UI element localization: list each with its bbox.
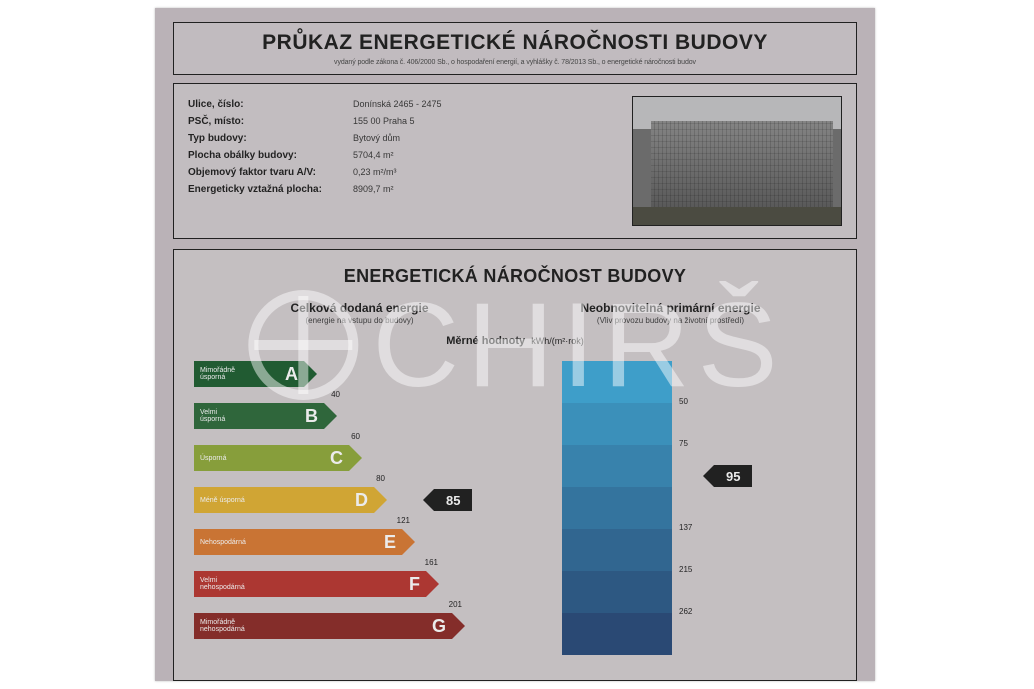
threshold-value: 161: [425, 558, 438, 567]
building-photo: [632, 96, 842, 226]
bar-threshold: 262: [679, 607, 692, 616]
doc-subtitle: vydaný podle zákona č. 406/2000 Sb., o h…: [174, 59, 856, 66]
threshold-value: 80: [376, 474, 385, 483]
bar-threshold: 75: [679, 439, 688, 448]
info-value: 5704,4 m²: [353, 150, 394, 161]
info-label: Typ budovy:: [188, 133, 353, 144]
left-column-header: Celková dodaná energie (energie na vstup…: [204, 301, 515, 325]
info-value: Donínská 2465 - 2475: [353, 99, 442, 110]
class-letter: C: [330, 448, 343, 469]
class-description: Velmiúsporná: [200, 409, 225, 423]
info-label: Energeticky vztažná plocha:: [188, 184, 353, 195]
energy-class-arrow-a: Mimořádněúsporná A: [194, 361, 304, 387]
class-letter: F: [409, 574, 420, 595]
document-scan: PRŮKAZ ENERGETICKÉ NÁROČNOSTI BUDOVY vyd…: [155, 8, 875, 681]
energy-class-row: VelminehospodárnáF201: [194, 571, 426, 597]
info-label: PSČ, místo:: [188, 116, 353, 127]
rating-title: ENERGETICKÁ NÁROČNOST BUDOVY: [174, 266, 856, 287]
energy-class-row: NehospodárnáE161: [194, 529, 402, 555]
energy-class-row: Méně úspornáD121: [194, 487, 374, 513]
info-row: Typ budovy:Bytový dům: [188, 130, 632, 147]
class-letter: A: [285, 364, 298, 385]
bar-threshold: 137: [679, 523, 692, 532]
delivered-energy-indicator: 85: [434, 489, 472, 511]
right-column-header: Neobnovitelná primární energie (Vliv pro…: [515, 301, 826, 325]
class-letter: G: [432, 616, 446, 637]
energy-class-row: Mimořádněnehospodárná G: [194, 613, 452, 639]
class-letter: E: [384, 532, 396, 553]
info-row: PSČ, místo:155 00 Praha 5: [188, 113, 632, 130]
energy-class-row: MimořádněúspornáA40: [194, 361, 304, 387]
class-description: Mimořádněúsporná: [200, 367, 235, 381]
threshold-value: 40: [331, 390, 340, 399]
info-value: 8909,7 m²: [353, 184, 394, 195]
class-description: Mimořádněnehospodárná: [200, 619, 245, 633]
class-description: Úsporná: [200, 455, 226, 462]
info-value: 0,23 m²/m³: [353, 167, 397, 178]
header-section: PRŮKAZ ENERGETICKÉ NÁROČNOSTI BUDOVY vyd…: [173, 22, 857, 75]
info-row: Objemový faktor tvaru A/V:0,23 m²/m³: [188, 164, 632, 181]
doc-title: PRŮKAZ ENERGETICKÉ NÁROČNOSTI BUDOVY: [174, 31, 856, 55]
info-label: Objemový faktor tvaru A/V:: [188, 167, 353, 178]
energy-class-arrow-e: Nehospodárná E: [194, 529, 402, 555]
info-row: Ulice, číslo:Donínská 2465 - 2475: [188, 96, 632, 113]
threshold-value: 201: [449, 600, 462, 609]
energy-class-arrow-g: Mimořádněnehospodárná G: [194, 613, 452, 639]
class-description: Nehospodárná: [200, 539, 246, 546]
info-label: Ulice, číslo:: [188, 99, 353, 110]
info-row: Plocha obálky budovy:5704,4 m²: [188, 147, 632, 164]
class-description: Méně úsporná: [200, 497, 245, 504]
energy-rating-section: ENERGETICKÁ NÁROČNOST BUDOVY Celková dod…: [173, 249, 857, 681]
energy-class-arrow-f: Velminehospodárná F: [194, 571, 426, 597]
energy-class-arrows: MimořádněúspornáA40VelmiúspornáB60Úsporn…: [194, 361, 514, 663]
threshold-value: 121: [397, 516, 410, 525]
class-letter: B: [305, 406, 318, 427]
info-value: Bytový dům: [353, 133, 400, 144]
building-info-section: Ulice, číslo:Donínská 2465 - 2475PSČ, mí…: [173, 83, 857, 239]
class-letter: D: [355, 490, 368, 511]
energy-class-row: VelmiúspornáB60: [194, 403, 324, 429]
info-value: 155 00 Praha 5: [353, 116, 415, 127]
info-label: Plocha obálky budovy:: [188, 150, 353, 161]
units-label: Měrné hodnoty kWh/(m²·rok): [174, 335, 856, 347]
class-description: Velminehospodárná: [200, 577, 245, 591]
energy-class-arrow-d: Méně úsporná D: [194, 487, 374, 513]
building-info-table: Ulice, číslo:Donínská 2465 - 2475PSČ, mí…: [188, 96, 632, 226]
threshold-value: 60: [351, 432, 360, 441]
bar-threshold: 50: [679, 397, 688, 406]
primary-energy-indicator: 95: [714, 465, 752, 487]
energy-class-row: ÚspornáC80: [194, 445, 349, 471]
energy-class-arrow-b: Velmiúsporná B: [194, 403, 324, 429]
bar-threshold: 215: [679, 565, 692, 574]
primary-energy-bar: 50 75 137 215 262 95: [514, 361, 836, 663]
info-row: Energeticky vztažná plocha:8909,7 m²: [188, 181, 632, 198]
energy-class-arrow-c: Úsporná C: [194, 445, 349, 471]
